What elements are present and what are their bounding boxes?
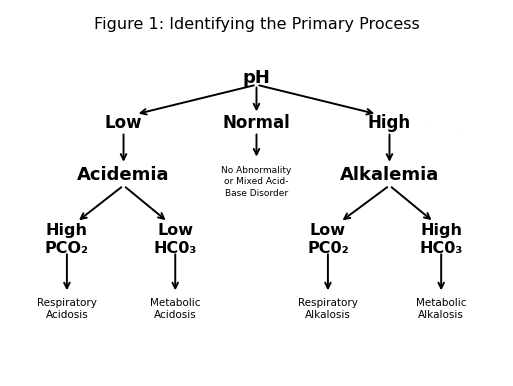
- Text: High
PCO₂: High PCO₂: [45, 222, 89, 256]
- Text: Low
PC0₂: Low PC0₂: [307, 222, 349, 256]
- Text: Alkalemia: Alkalemia: [340, 166, 439, 184]
- Text: Normal: Normal: [223, 114, 290, 132]
- Text: Respiratory
Alkalosis: Respiratory Alkalosis: [298, 298, 358, 320]
- Text: Acidemia: Acidemia: [77, 166, 170, 184]
- Text: Metabolic
Alkalosis: Metabolic Alkalosis: [416, 298, 466, 320]
- Text: Low
HC0₃: Low HC0₃: [153, 222, 197, 256]
- Text: Figure 1: Identifying the Primary Process: Figure 1: Identifying the Primary Proces…: [94, 17, 419, 32]
- Text: Low: Low: [105, 114, 142, 132]
- Text: Respiratory
Acidosis: Respiratory Acidosis: [37, 298, 97, 320]
- Text: pH: pH: [243, 69, 270, 87]
- Text: High
HC0₃: High HC0₃: [420, 222, 463, 256]
- Text: High: High: [368, 114, 411, 132]
- Text: No Abnormality
or Mixed Acid-
Base Disorder: No Abnormality or Mixed Acid- Base Disor…: [221, 166, 292, 198]
- Text: Metabolic
Acidosis: Metabolic Acidosis: [150, 298, 201, 320]
